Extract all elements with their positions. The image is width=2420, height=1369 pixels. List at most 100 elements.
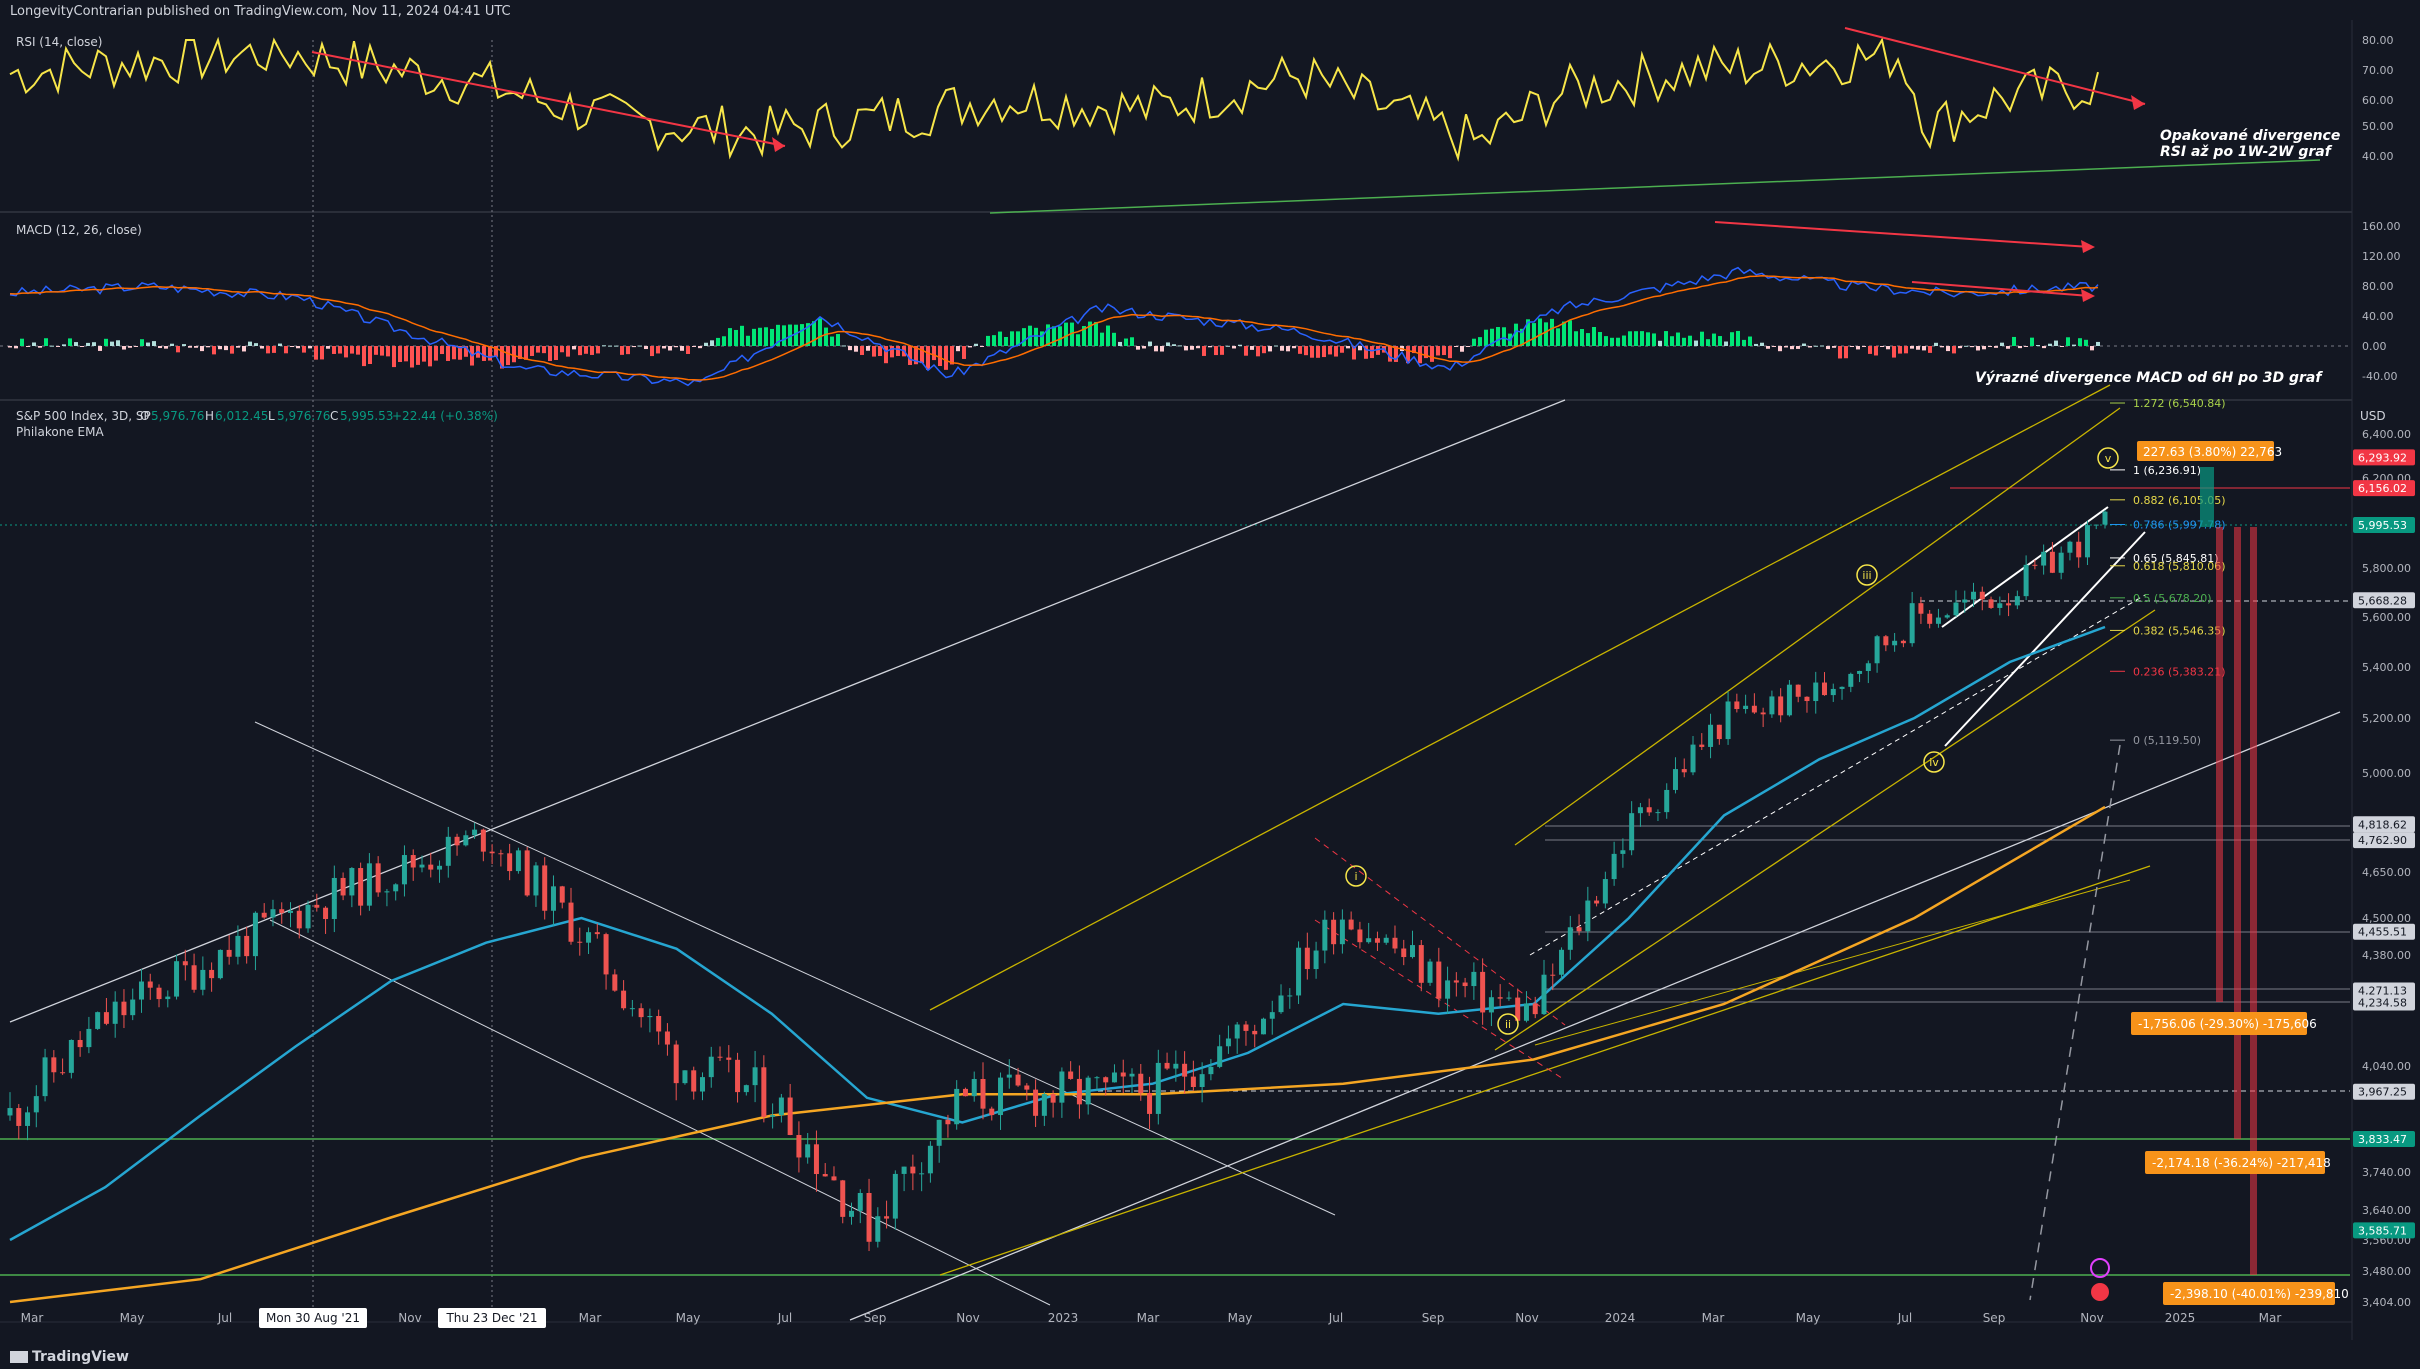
candle-body — [796, 1134, 802, 1158]
macd-histogram-bar — [1238, 344, 1242, 346]
candle-body — [2093, 524, 2099, 526]
macd-histogram-bar — [1166, 342, 1170, 346]
wave-label-circle — [1497, 1013, 1519, 1035]
macd-histogram-bar — [1178, 345, 1182, 347]
macd-histogram-bar — [1838, 346, 1842, 359]
measure-label: -1,756.06 (-29.30%) -175,606 — [2138, 1017, 2317, 1031]
macd-histogram-bar — [164, 346, 168, 349]
currency-label: USD — [2360, 409, 2386, 423]
macd-histogram-bar — [1034, 327, 1038, 346]
macd-histogram-bar — [1658, 340, 1662, 346]
macd-histogram-bar — [338, 346, 342, 354]
macd-histogram-bar — [1346, 346, 1350, 349]
macd-histogram-bar — [1502, 327, 1506, 346]
macd-histogram-bar — [1814, 345, 1818, 347]
macd-histogram-bar — [212, 346, 216, 355]
low-label: L — [268, 409, 275, 423]
macd-histogram-bar — [1724, 341, 1728, 346]
macd-histogram-bar — [1148, 341, 1152, 346]
candle-body — [1865, 663, 1871, 671]
time-label: Jul — [1328, 1311, 1343, 1325]
candle-body — [743, 1085, 749, 1093]
macd-histogram-bar — [1184, 346, 1188, 351]
macd-label: MACD (12, 26, close) — [16, 223, 142, 237]
macd-histogram-bar — [290, 346, 294, 347]
macd-histogram-bar — [722, 336, 726, 346]
macd-histogram-bar — [692, 346, 696, 347]
macd-histogram-bar — [2036, 345, 2040, 347]
macd-histogram-bar — [1046, 324, 1050, 346]
candle-body — [656, 1015, 662, 1032]
candle-body — [1716, 724, 1722, 740]
price-panel: S&P 500 Index, 3D, SP O 5,976.76 H 6,012… — [0, 384, 2350, 1321]
macd-histogram-bar — [986, 335, 990, 346]
ema-fast-line — [9, 625, 2106, 1242]
macd-histogram-bar — [1976, 346, 1980, 351]
macd-histogram-bar — [1190, 346, 1194, 350]
macd-histogram-bar — [1430, 346, 1434, 362]
candle-body — [577, 941, 583, 943]
macd-histogram-bar — [1526, 319, 1530, 346]
measure-box — [2137, 441, 2274, 461]
candle-body — [1857, 670, 1863, 674]
macd-histogram-bar — [992, 335, 996, 346]
macd-histogram-bar — [1934, 342, 1938, 346]
macd-histogram-bar — [1868, 346, 1872, 354]
macd-histogram-bar — [2018, 346, 2022, 349]
candle-body — [1795, 684, 1801, 697]
macd-histogram-bar — [416, 346, 420, 365]
candle-body — [971, 1078, 977, 1097]
channel-line — [1494, 609, 2156, 1051]
candle-body — [112, 1001, 118, 1024]
macd-histogram-bar — [788, 324, 792, 346]
macd-histogram-bar — [332, 346, 336, 354]
macd-histogram-bar — [614, 345, 618, 347]
time-axis[interactable]: Mar May Jul Mon 30 Aug '21 Nov Thu 23 Dec '21… — [21, 1308, 2282, 1328]
macd-histogram-bar — [812, 321, 816, 346]
macd-histogram-bar — [284, 346, 288, 354]
close-label: C — [330, 409, 338, 423]
candle-body — [2102, 511, 2108, 525]
candle-body — [200, 969, 206, 990]
macd-histogram-bar — [194, 346, 198, 348]
candle-body — [1445, 980, 1451, 999]
macd-histogram-bar — [134, 346, 138, 347]
macd-histogram-bar — [494, 346, 498, 357]
rsi-tick: 80.00 — [2362, 34, 2394, 47]
price-tick: 3,640.00 — [2362, 1204, 2411, 1217]
macd-histogram-bar — [1556, 328, 1560, 346]
candle-body — [279, 909, 285, 913]
macd-histogram-bar — [1772, 346, 1776, 347]
candle-body — [1646, 807, 1652, 813]
candle-body — [866, 1192, 872, 1242]
macd-histogram-bar — [1880, 346, 1884, 347]
price-label: 3,585.71 — [2358, 1224, 2407, 1237]
rsi-label: RSI (14, close) — [16, 35, 102, 49]
macd-histogram-bar — [1484, 329, 1488, 346]
candle-body — [542, 865, 548, 911]
candle-body — [1418, 945, 1424, 983]
price-tick: 3,404.00 — [2362, 1296, 2411, 1309]
macd-histogram-bar — [482, 346, 486, 361]
macd-histogram-bar — [1118, 341, 1122, 346]
tradingview-logo[interactable]: TradingView — [10, 1349, 129, 1365]
macd-histogram-bar — [1340, 346, 1344, 353]
macd-histogram-bar — [32, 342, 36, 346]
price-label: 3,967.25 — [2358, 1086, 2407, 1099]
price-label: 3,833.47 — [2358, 1133, 2407, 1146]
candle-body — [77, 1039, 83, 1048]
price-tick: 3,480.00 — [2362, 1265, 2411, 1278]
price-axis[interactable]: USD 6,400.006,200.005,800.005,600.005,40… — [2353, 409, 2415, 1309]
candle-body — [1383, 937, 1389, 943]
candle-body — [1523, 1003, 1529, 1021]
wave-channel — [1314, 919, 1566, 1081]
time-label: 2025 — [2165, 1311, 2196, 1325]
macd-histogram-bar — [296, 346, 300, 349]
macd-histogram-bar — [1472, 338, 1476, 346]
wave-label-circle — [1856, 564, 1878, 586]
macd-divergence-line — [1911, 281, 2091, 297]
macd-histogram-bar — [1604, 336, 1608, 346]
candle-body — [138, 981, 144, 1000]
wave-label-circle — [2097, 447, 2119, 469]
